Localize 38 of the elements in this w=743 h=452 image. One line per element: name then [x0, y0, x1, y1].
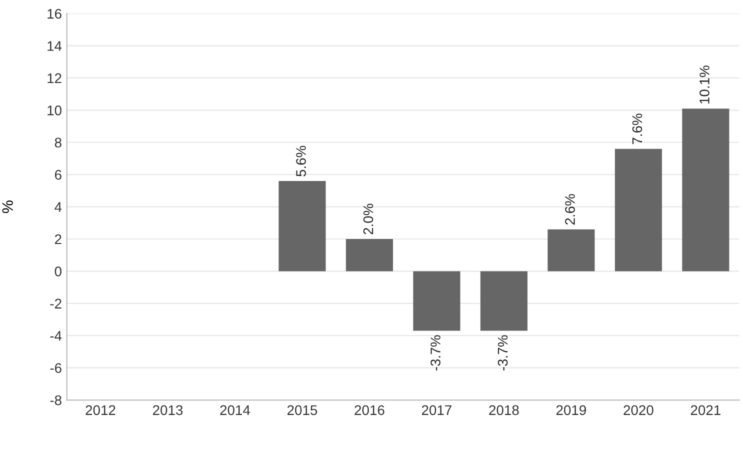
- data-label: -3.7%: [498, 335, 508, 370]
- data-label: 2.6%: [565, 194, 575, 225]
- y-tick-label: 6: [54, 170, 62, 180]
- x-tick-label: 2012: [86, 405, 116, 416]
- x-tick-label: 2018: [489, 405, 519, 416]
- data-label: -3.7%: [430, 335, 440, 370]
- y-tick-label: 14: [48, 41, 62, 51]
- x-tick-label: 2013: [152, 405, 183, 416]
- x-tick-label: 2014: [220, 405, 250, 416]
- data-label: 7.6%: [632, 114, 642, 144]
- y-axis-title: %: [2, 200, 13, 214]
- y-tick-label: 12: [48, 73, 62, 84]
- y-tick-label: 4: [54, 202, 62, 212]
- bar: [682, 108, 730, 272]
- bar: [480, 271, 528, 331]
- y-tick-label: -6: [50, 363, 62, 373]
- x-tick-label: 2019: [556, 405, 586, 416]
- data-label: 10.1%: [700, 66, 710, 104]
- y-tick-label: -2: [50, 298, 62, 308]
- y-tick-label: 8: [54, 138, 62, 148]
- y-tick-label: -4: [50, 331, 62, 341]
- data-label: 2.0%: [363, 204, 374, 234]
- bar: [548, 229, 595, 272]
- bar: [614, 148, 662, 272]
- bar: [413, 271, 460, 331]
- bar: [278, 181, 326, 272]
- y-tick-label: 16: [48, 8, 62, 19]
- x-tick-label: 2017: [422, 405, 452, 416]
- y-tick-label: 2: [54, 234, 62, 244]
- x-tick-label: 2021: [690, 405, 720, 416]
- data-label: 5.6%: [296, 146, 306, 176]
- bar: [346, 238, 393, 272]
- y-tick-label: 10: [48, 106, 62, 116]
- x-tick-label: 2020: [624, 405, 654, 416]
- y-tick-label: -8: [50, 395, 62, 406]
- y-tick-label: 0: [54, 266, 62, 276]
- x-tick-label: 2015: [287, 405, 318, 416]
- x-tick-label: 2016: [354, 405, 384, 416]
